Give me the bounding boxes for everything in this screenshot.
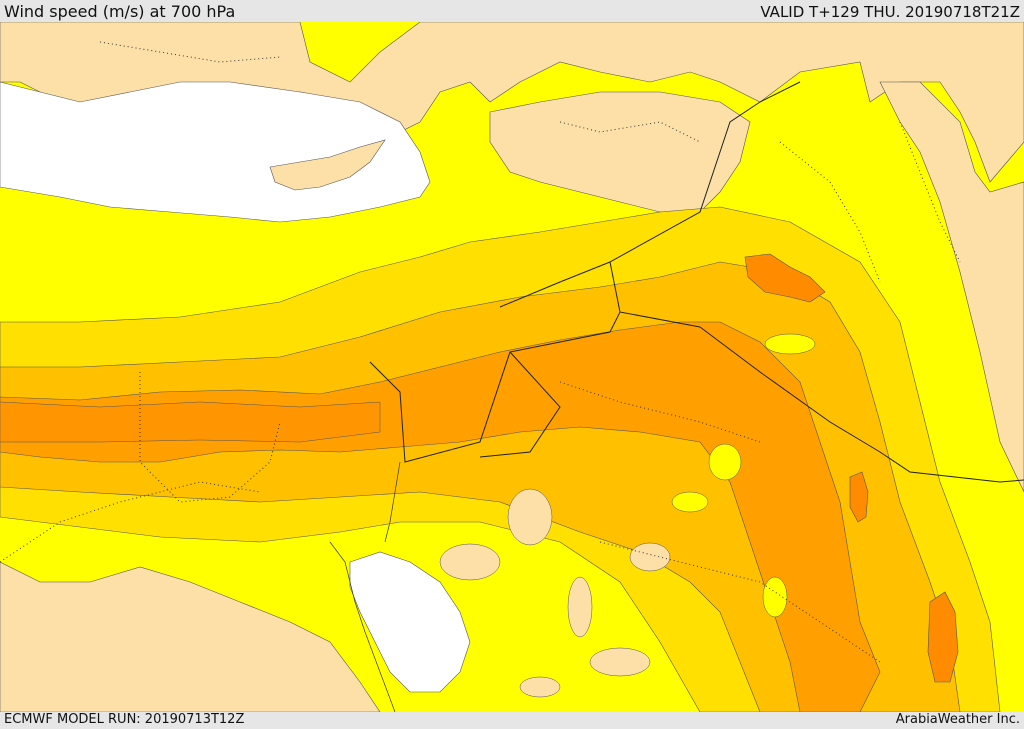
border-2 — [479, 351, 561, 458]
calm-patch-6 — [519, 676, 561, 698]
border-5 — [499, 261, 611, 308]
map-title: Wind speed (m/s) at 700 hPa — [4, 2, 236, 21]
dotted-boundary-1 — [139, 372, 281, 503]
dotted-boundary-6 — [559, 121, 701, 143]
dotted-boundary-2 — [0, 481, 261, 563]
calm-patch-9 — [764, 333, 816, 355]
dotted-boundary-3 — [559, 381, 761, 443]
dotted-boundary-5 — [779, 141, 881, 283]
border-4 — [609, 81, 801, 313]
border-1 — [369, 311, 701, 463]
band-dark-orange-2 — [0, 401, 381, 443]
calm-patch-2 — [439, 543, 501, 581]
model-run: ECMWF MODEL RUN: 20190713T12Z — [4, 712, 245, 727]
calm-land-southwest — [0, 561, 381, 712]
band-dark-orange-3 — [927, 591, 959, 683]
border-3 — [699, 326, 1024, 483]
dotted-boundary-4 — [599, 541, 881, 663]
map-canvas — [0, 22, 1024, 712]
valid-time: VALID T+129 THU. 20190718T21Z — [760, 3, 1020, 21]
calm-patch-10 — [671, 491, 709, 513]
band-dark-orange-1 — [744, 253, 826, 303]
credit: ArabiaWeather Inc. — [895, 712, 1020, 727]
footer-bar: ECMWF MODEL RUN: 20190713T12Z ArabiaWeat… — [0, 712, 1024, 729]
calm-patch-1 — [507, 488, 553, 546]
dotted-boundary-7 — [899, 121, 961, 263]
sea-mediterranean — [0, 81, 431, 223]
calm-patch-4 — [567, 576, 593, 638]
calm-land-northeast — [879, 81, 1024, 493]
coastline-sinai — [329, 541, 396, 712]
calm-patch-7 — [762, 576, 788, 618]
wind-speed-map[interactable] — [0, 22, 1024, 712]
coastline-aqaba — [384, 461, 401, 543]
calm-land-syria — [489, 91, 751, 213]
band-dark-orange-4 — [849, 471, 869, 523]
calm-patch-3 — [629, 542, 671, 572]
header-bar: Wind speed (m/s) at 700 hPa VALID T+129 … — [0, 0, 1024, 22]
calm-patch-5 — [589, 647, 651, 677]
calm-patch-8 — [708, 443, 742, 481]
island-cyprus — [269, 139, 386, 191]
sea-red — [349, 551, 471, 693]
